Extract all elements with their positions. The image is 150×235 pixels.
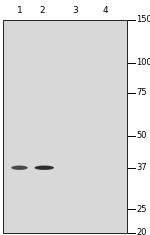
Text: 75: 75 [136,89,147,98]
Text: 25: 25 [136,205,147,214]
Text: 4: 4 [102,6,108,16]
Text: 50: 50 [136,131,147,140]
Text: 150: 150 [136,15,150,24]
Text: 2: 2 [39,6,45,16]
Ellipse shape [11,165,28,170]
Text: 37: 37 [136,163,147,172]
Ellipse shape [34,165,54,170]
Text: 100: 100 [136,58,150,67]
Text: 3: 3 [72,6,78,16]
Text: 1: 1 [17,6,22,16]
Bar [3,20,127,233]
Text: 20: 20 [136,228,147,235]
